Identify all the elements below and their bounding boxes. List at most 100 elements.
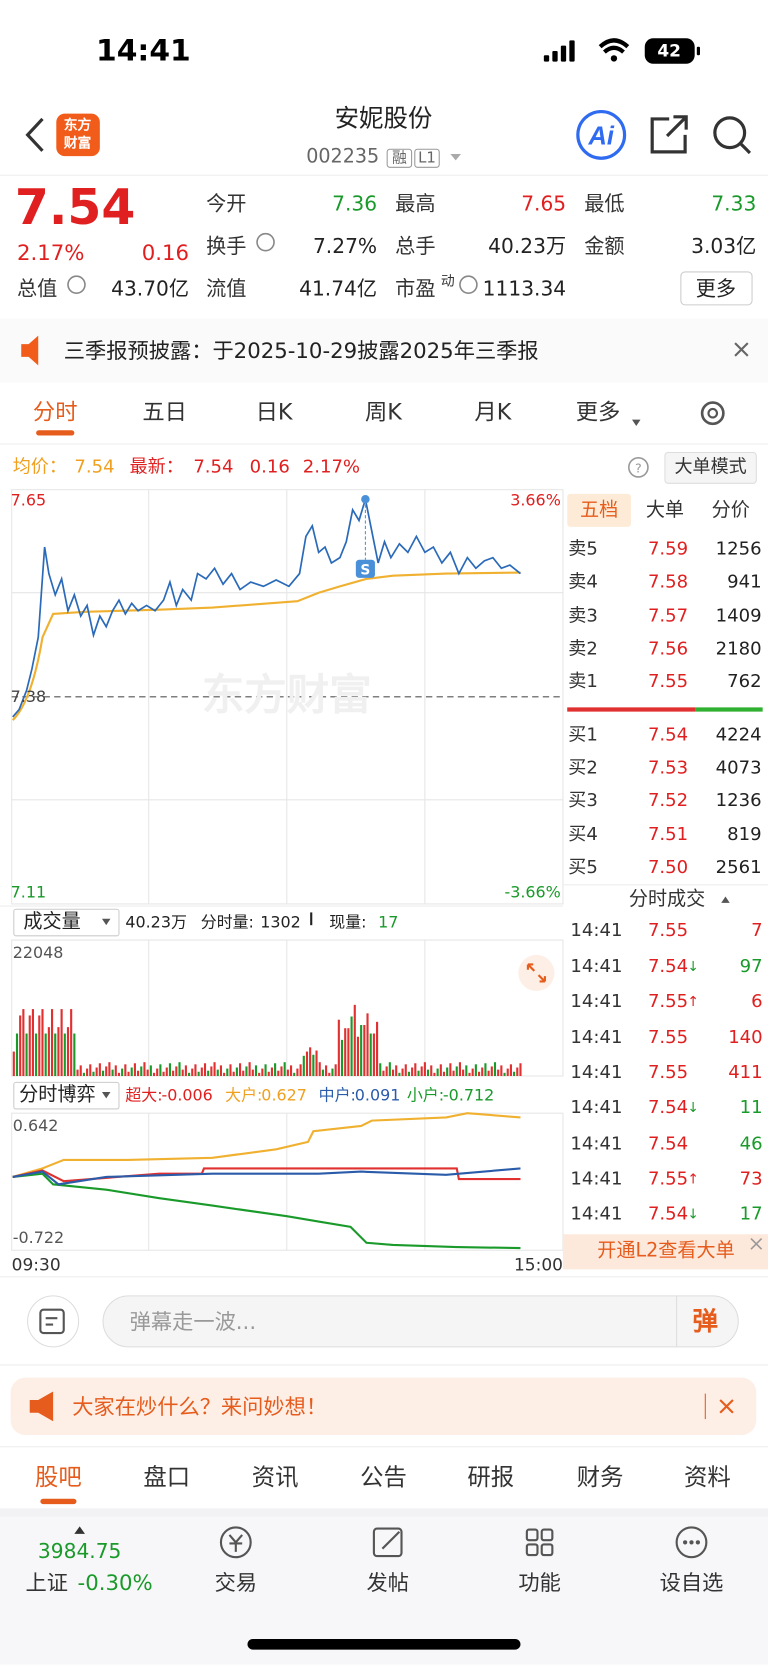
volume-bar [414,1063,417,1077]
change: 0.16 [249,456,290,478]
bottom-tab[interactable]: 股吧 [35,1464,82,1492]
volume-bar [289,1065,293,1077]
volume-selector[interactable]: 成交量 [23,910,81,933]
trade-time: 14:41 [570,990,623,1013]
volume-bar [203,1063,207,1077]
volume-bar [223,1072,226,1077]
trade-price: 7.55 [647,1168,689,1190]
book-label: 卖1 [568,671,598,693]
trade-price: 7.55 [647,919,689,941]
volume-bar [449,1063,452,1077]
bottom-tab[interactable]: 资料 [684,1464,731,1492]
avg-label: 均价： [12,456,67,478]
chart-tab[interactable]: 日K [255,399,293,426]
mode-button[interactable]: 大单模式 [674,456,747,478]
bottom-tab[interactable]: 财务 [576,1464,624,1492]
chart-tab[interactable]: 五日 [142,399,187,426]
book-label: 卖3 [568,605,598,627]
book-tab[interactable]: 分价 [711,499,750,522]
danmaku-button[interactable]: 弹 [692,1306,719,1336]
more-button[interactable]: 更多 [695,276,737,301]
trade-arrow: ↑ [687,1171,699,1188]
banner[interactable]: 大家在炒什么？来问妙想！ [72,1393,328,1420]
trade-volume: 11 [739,1097,763,1119]
volume-bar [66,1027,70,1077]
volume-bar [462,1069,465,1077]
change-pct: 2.17% [302,456,361,478]
volume-bar [465,1065,468,1077]
volume-bar [334,1064,337,1077]
volume-bar [293,1072,296,1077]
logo: 东方 [63,118,92,135]
trade-price: 7.54 [647,1203,689,1225]
volume-bar [130,1067,133,1077]
volume-bar [497,1069,500,1077]
flow-label: 大户: [225,1085,263,1105]
svg-text:S: S [360,563,370,579]
bottom-tab[interactable]: 公告 [360,1464,407,1492]
stock-name: 安妮股份 [334,105,433,133]
volume-bar [50,1009,54,1077]
book-label: 买4 [568,824,598,846]
trade-volume: 7 [751,919,763,941]
volume-bar [353,1004,356,1077]
nav-item[interactable]: 设自选 [659,1569,724,1596]
volume-bar [152,1072,156,1077]
bottom-tab[interactable]: 资讯 [251,1464,299,1492]
last-label: 最新： [129,456,184,478]
volume-bar [44,1033,47,1077]
volume-bar [57,1027,60,1077]
axis-high: 7.65 [10,490,47,510]
volume-bar [468,1072,471,1077]
volume-bar [89,1064,92,1077]
field-label: 流值 [206,276,247,301]
book-price: 7.56 [647,638,689,660]
volume-bar [15,1033,19,1077]
volume-bar [105,1066,108,1077]
volume-bar [325,1065,328,1077]
trade-volume: 46 [739,1133,763,1155]
bottom-tab[interactable]: 盘口 [143,1464,191,1492]
volume-bar [140,1066,143,1077]
nav-item[interactable]: 发帖 [366,1569,409,1596]
field-value: 1113.34 [482,276,567,301]
trade-price: 7.54 [647,1133,689,1155]
logo: 财富 [63,136,92,153]
book-price: 7.52 [647,790,689,812]
volume-bar [270,1067,273,1077]
chart-tab[interactable]: 月K [474,399,512,426]
volume-bar [484,1063,487,1077]
book-tab[interactable]: 大单 [645,499,685,522]
trade-time: 14:41 [570,1061,623,1084]
l2-link[interactable]: 开通L2查看大单 [597,1239,735,1263]
volume-bar [149,1065,152,1077]
field-value: 7.65 [521,191,567,216]
time-start: 09:30 [11,1254,61,1276]
chart-tab[interactable]: 分时 [32,399,78,426]
book-price: 7.58 [647,571,689,593]
volume-bar [168,1063,172,1077]
volume-bar [210,1066,213,1077]
volume-bar [436,1068,439,1077]
bottom-tab[interactable]: 研报 [467,1464,515,1492]
volume-bar [108,1062,111,1077]
volume-bar [302,1055,305,1077]
volume-max: 22048 [12,943,64,963]
trade-volume: 6 [751,990,763,1013]
nav-item[interactable]: 功能 [518,1569,561,1596]
comment-input[interactable]: 弹幕走一波... [129,1308,257,1335]
trade-arrow: ↑ [687,994,699,1011]
volume-bar [188,1072,191,1077]
flow-value: 0.627 [261,1085,307,1105]
book-tab[interactable]: 五档 [579,499,619,522]
volume-bar [28,1015,31,1077]
chart-tab[interactable]: 更多 [575,399,621,426]
flow-value: 0.091 [354,1085,401,1105]
flow-selector[interactable]: 分时博弈 [19,1083,96,1106]
chart-tab[interactable]: 周K [364,399,402,426]
field-label: 换手 [206,234,247,258]
nav-item[interactable]: 交易 [214,1569,258,1596]
flow-value: -0.712 [442,1085,495,1105]
axis-prev: 7.38 [10,687,47,707]
book-price: 7.59 [647,538,689,560]
